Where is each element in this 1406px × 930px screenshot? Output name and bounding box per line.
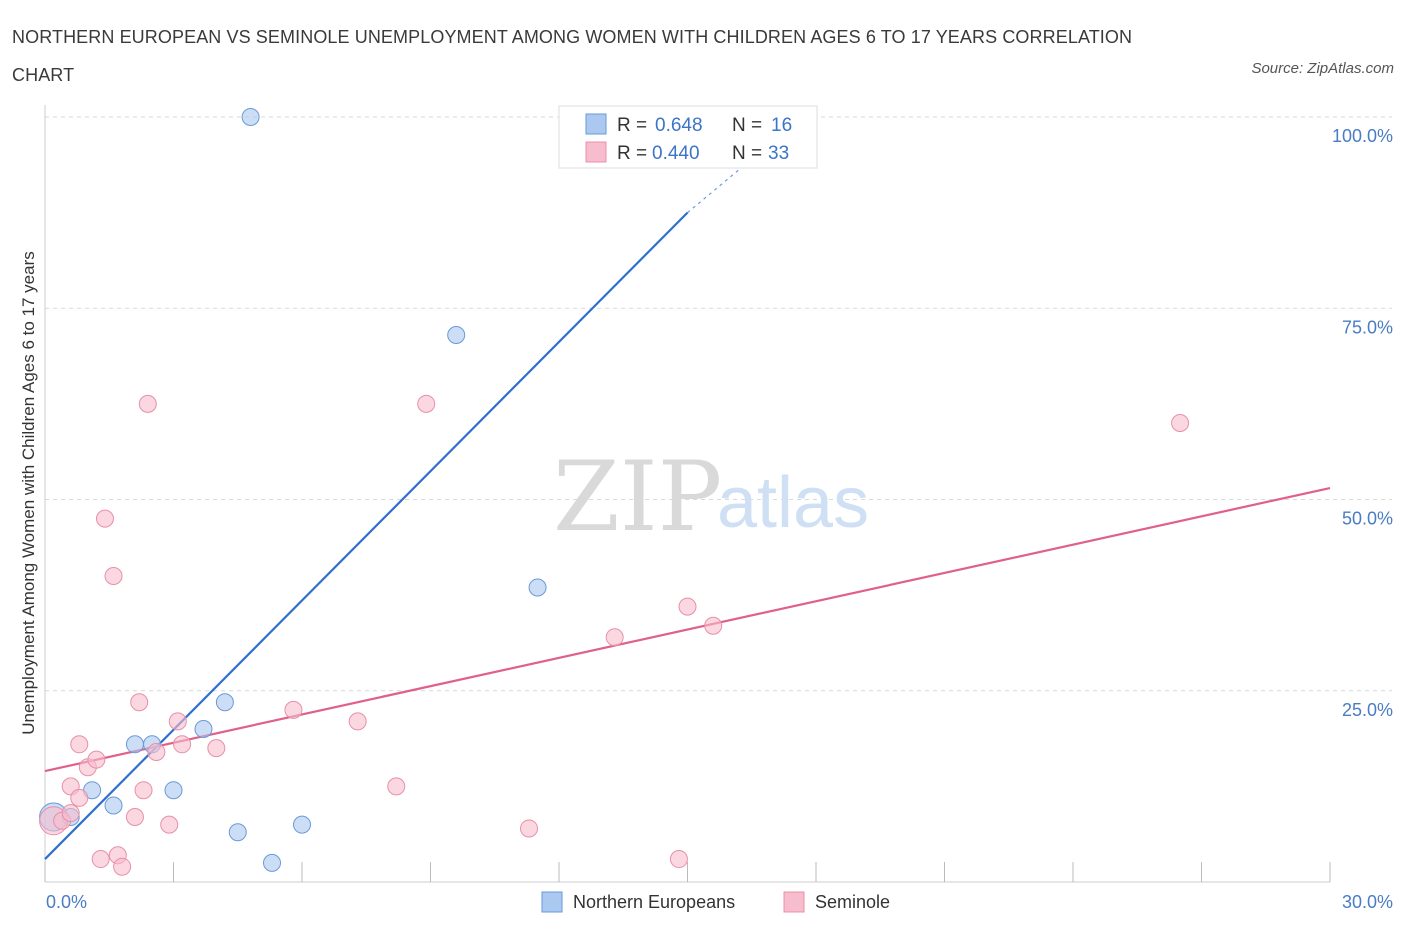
- legend-r-value-pink: 0.440: [652, 143, 700, 164]
- data-point-pink: [387, 777, 406, 796]
- data-point-pink: [95, 509, 114, 528]
- watermark-atlas: atlas: [717, 463, 869, 543]
- source-label: Source: ZipAtlas.com: [1251, 60, 1394, 77]
- series-legend-swatch-northern-europeans: [541, 891, 563, 913]
- data-point-pink: [348, 712, 367, 731]
- data-point-blue: [194, 720, 213, 738]
- data-point-pink: [104, 567, 123, 585]
- legend-r-label-pink: R =: [617, 143, 647, 164]
- data-point-pink: [605, 628, 624, 647]
- data-point-pink: [130, 693, 149, 712]
- x-tick-labels: 0.0% 30.0%: [46, 892, 1393, 912]
- data-point-pink: [61, 804, 80, 823]
- data-point-pink: [207, 739, 226, 758]
- legend-n-label-blue: N =: [732, 115, 762, 136]
- series-legend-label-northern-europeans: Northern Europeans: [573, 892, 735, 912]
- data-point-pink: [1171, 414, 1190, 432]
- data-point-pink: [134, 781, 153, 800]
- data-point-blue: [528, 578, 547, 597]
- data-point-pink: [173, 735, 192, 754]
- y-tick-label: 100.0%: [1332, 126, 1393, 146]
- legend-swatch-pink: [585, 141, 607, 163]
- data-point-pink: [147, 742, 166, 761]
- legend-r-value-blue: 0.648: [655, 115, 703, 136]
- watermark: ZIP atlas: [553, 441, 869, 553]
- x-tick-label-max: 30.0%: [1342, 892, 1393, 912]
- data-point-blue: [263, 853, 282, 872]
- legend-swatch-blue: [585, 113, 607, 135]
- data-point-pink: [138, 394, 157, 413]
- data-point-pink: [125, 807, 144, 826]
- y-axis-label: Unemployment Among Women with Children A…: [19, 251, 38, 735]
- data-point-pink: [168, 712, 187, 731]
- chart-title: NORTHERN EUROPEAN VS SEMINOLE UNEMPLOYME…: [12, 27, 1133, 85]
- axes: [44, 105, 1331, 883]
- legend-n-value-blue: 16: [771, 115, 792, 136]
- y-tick-label: 75.0%: [1342, 317, 1393, 337]
- series-legend-swatch-seminole: [783, 891, 805, 913]
- x-tick-label-min: 0.0%: [46, 892, 87, 912]
- watermark-zip: ZIP: [553, 441, 722, 553]
- data-point-blue: [125, 735, 144, 754]
- data-point-blue: [241, 108, 260, 126]
- data-point-pink: [113, 857, 132, 876]
- data-point-blue: [104, 796, 123, 815]
- data-point-pink: [669, 850, 688, 869]
- legend-n-label-pink: N =: [732, 143, 762, 164]
- data-point-pink: [91, 850, 110, 869]
- data-points: [39, 108, 1190, 876]
- data-point-blue: [164, 781, 183, 800]
- trend-line-pink: [44, 486, 1331, 773]
- data-point-blue: [228, 823, 247, 842]
- data-point-pink: [284, 700, 303, 719]
- legend-n-value-pink: 33: [768, 143, 789, 164]
- data-point-pink: [160, 815, 179, 834]
- series-legend-label-seminole: Seminole: [815, 892, 890, 912]
- correlation-legend: R = 0.648 N = 16 R = 0.440 N = 33: [558, 105, 818, 169]
- legend-r-label-blue: R =: [617, 115, 647, 136]
- data-point-pink: [520, 819, 539, 838]
- data-point-pink: [704, 616, 723, 635]
- y-tick-label: 25.0%: [1342, 700, 1393, 720]
- data-point-blue: [293, 815, 311, 834]
- series-legend: Northern Europeans Seminole: [541, 891, 890, 913]
- data-point-pink: [70, 735, 89, 754]
- data-point-blue: [447, 326, 466, 345]
- data-point-pink: [70, 788, 89, 807]
- data-point-blue: [215, 693, 234, 712]
- data-point-pink: [678, 597, 697, 616]
- y-tick-label: 50.0%: [1342, 509, 1393, 529]
- y-tick-labels: 25.0% 50.0% 75.0% 100.0%: [1332, 126, 1393, 720]
- data-point-pink: [87, 750, 106, 769]
- grid-lines: [45, 116, 1392, 692]
- data-point-pink: [417, 394, 436, 413]
